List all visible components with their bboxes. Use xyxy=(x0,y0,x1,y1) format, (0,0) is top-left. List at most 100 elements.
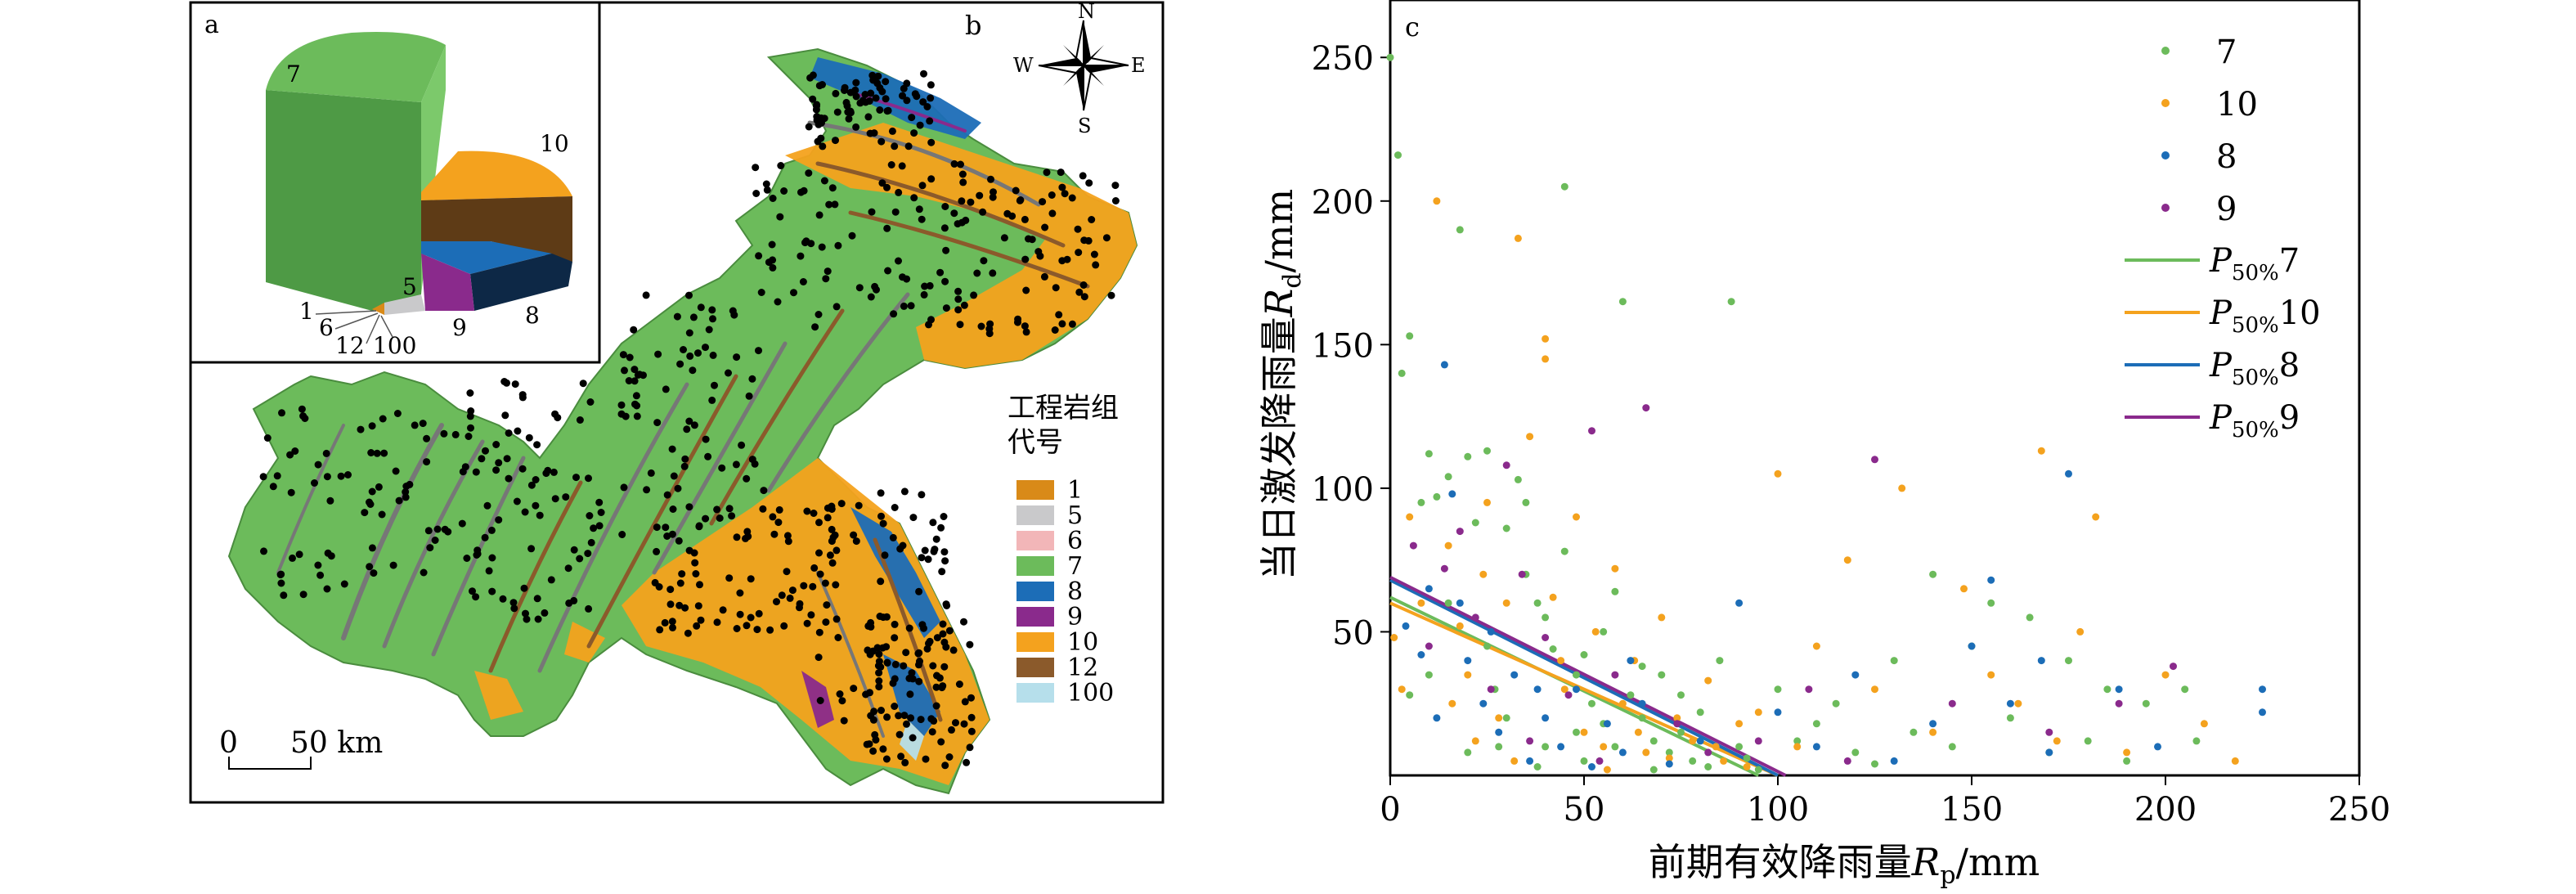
map-point xyxy=(897,752,905,761)
map-point xyxy=(832,303,841,311)
point-series-7 xyxy=(1716,657,1724,665)
point-series-7 xyxy=(2026,613,2034,622)
map-point xyxy=(930,547,938,555)
pie-slice-5 xyxy=(384,294,425,315)
point-series-10 xyxy=(1479,570,1488,578)
map-point xyxy=(663,491,671,499)
legend-marker-9 xyxy=(2161,204,2170,212)
map-point xyxy=(751,460,759,468)
map-point xyxy=(882,643,891,651)
point-series-9 xyxy=(1843,757,1851,765)
map-point xyxy=(651,578,659,586)
point-series-7 xyxy=(1704,763,1712,770)
map-point xyxy=(888,127,896,135)
map-point xyxy=(547,576,555,584)
map-point xyxy=(431,537,439,544)
map-point xyxy=(863,740,871,748)
map-point xyxy=(987,175,994,183)
point-series-8 xyxy=(1929,720,1937,728)
scale-label: 50 km xyxy=(290,726,383,760)
point-series-10 xyxy=(1510,757,1519,765)
map-point xyxy=(910,129,918,137)
map-point xyxy=(643,486,651,494)
point-series-7 xyxy=(1386,53,1394,61)
map-point xyxy=(915,661,922,669)
map-point xyxy=(1022,328,1030,336)
map-point xyxy=(921,282,929,290)
map-point xyxy=(875,677,883,685)
point-series-10 xyxy=(1754,708,1762,717)
legend-label-P50%8: P50%8 xyxy=(2209,347,2300,390)
point-series-7 xyxy=(1638,714,1646,722)
map-point xyxy=(891,703,899,710)
point-series-10 xyxy=(1793,743,1802,751)
map-point xyxy=(883,224,891,232)
map-point xyxy=(753,626,761,634)
map-point xyxy=(1080,293,1088,301)
map-point xyxy=(877,577,885,586)
pie-slice-10-side xyxy=(421,196,572,262)
map-point xyxy=(693,622,701,630)
map-point xyxy=(367,449,375,456)
point-series-10 xyxy=(1600,743,1608,751)
map-point xyxy=(877,707,885,714)
point-series-7 xyxy=(1456,226,1464,234)
point-series-7 xyxy=(1394,151,1402,159)
map-point xyxy=(757,289,765,296)
compass-icon: N S E W xyxy=(1013,0,1146,137)
map-point xyxy=(392,467,400,475)
point-series-7 xyxy=(1425,450,1433,458)
map-point xyxy=(879,519,887,528)
map-point xyxy=(924,555,932,564)
point-series-9 xyxy=(1588,427,1595,435)
map-point xyxy=(915,677,923,685)
point-series-10 xyxy=(2123,748,2131,757)
map-point xyxy=(833,108,841,116)
map-point xyxy=(815,519,823,527)
map-point xyxy=(1088,216,1096,223)
map-point xyxy=(733,353,741,362)
map-point xyxy=(1107,291,1115,299)
map-point xyxy=(709,315,716,323)
map-point xyxy=(929,519,937,527)
map-point xyxy=(905,624,913,632)
map-point xyxy=(632,392,640,400)
map-point xyxy=(323,473,331,481)
map-point xyxy=(562,493,570,501)
map-point xyxy=(770,530,779,538)
point-series-7 xyxy=(1444,473,1452,481)
map-point xyxy=(458,519,466,528)
map-point xyxy=(943,602,951,609)
map-point xyxy=(572,474,580,482)
point-series-8 xyxy=(1588,763,1595,770)
map-point xyxy=(1041,223,1049,231)
map-point xyxy=(680,462,689,470)
x-tick-label: 150 xyxy=(1941,791,2003,829)
map-point xyxy=(895,188,903,196)
map-point xyxy=(769,513,777,521)
map-point xyxy=(907,714,915,722)
point-series-10 xyxy=(1448,699,1456,708)
point-series-10 xyxy=(1743,763,1751,770)
map-point xyxy=(918,182,927,190)
map-point xyxy=(719,606,727,614)
map-point xyxy=(973,269,981,277)
point-series-7 xyxy=(1600,627,1608,636)
map-point xyxy=(925,640,932,648)
map-point xyxy=(1055,311,1063,319)
map-point xyxy=(977,322,985,330)
map-point xyxy=(879,613,887,622)
x-title-sub: p xyxy=(1940,861,1955,890)
map-point xyxy=(786,594,794,602)
map-point xyxy=(472,593,480,601)
x-tick-label: 50 xyxy=(1564,791,1605,829)
map-point xyxy=(874,662,882,670)
map-point xyxy=(871,282,879,290)
map-point xyxy=(909,675,917,683)
map-point xyxy=(466,389,474,397)
map-point xyxy=(940,663,949,671)
point-series-7 xyxy=(2065,657,2072,665)
map-point xyxy=(755,609,763,618)
map-point xyxy=(899,92,906,100)
